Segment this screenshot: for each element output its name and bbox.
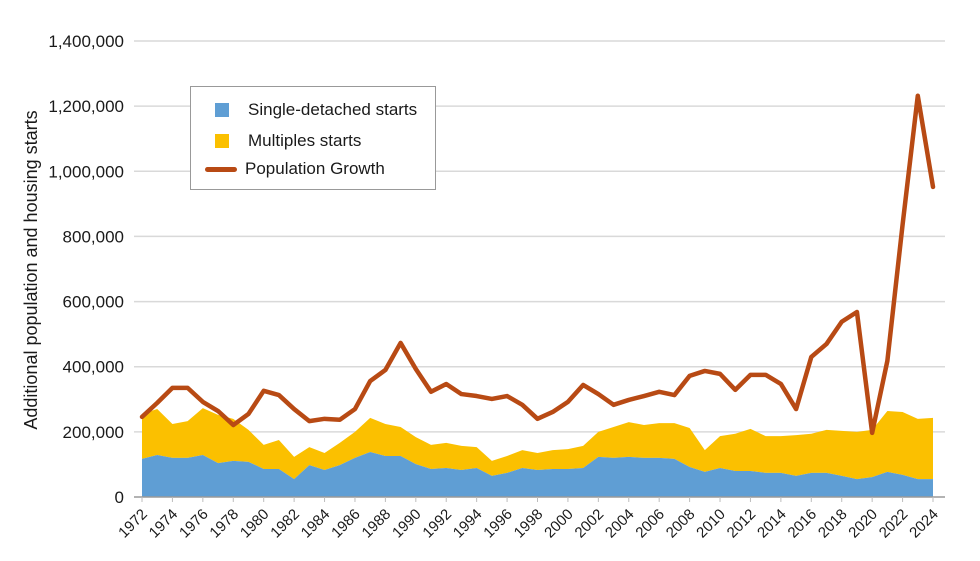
single-detached-swatch-icon bbox=[215, 103, 229, 117]
x-tick-label: 1984 bbox=[298, 506, 334, 542]
x-tick-label: 1998 bbox=[511, 506, 547, 542]
multiples-starts-area bbox=[142, 408, 933, 480]
x-tick-label: 2008 bbox=[663, 506, 699, 542]
stacked-areas bbox=[142, 408, 933, 497]
x-tick-label: 2022 bbox=[876, 506, 912, 542]
population-growth-line-icon bbox=[205, 166, 237, 172]
x-tick-label: 1990 bbox=[389, 506, 425, 542]
y-tick-label: 600,000 bbox=[63, 293, 124, 312]
legend-label: Single-detached starts bbox=[248, 100, 418, 119]
legend-item-population-growth: Population Growth bbox=[191, 159, 385, 179]
multiples-swatch-icon bbox=[215, 134, 229, 148]
x-tick-label: 2002 bbox=[572, 506, 608, 542]
x-tick-label: 2020 bbox=[845, 506, 881, 542]
x-tick-label: 1980 bbox=[237, 506, 273, 542]
single-detached-starts-area bbox=[142, 452, 933, 497]
y-axis-ticks: 0 200,000 400,000 600,000 800,000 1,000,000 1,… bbox=[48, 32, 124, 507]
population-line-group bbox=[139, 93, 936, 436]
y-tick-label: 0 bbox=[115, 488, 124, 507]
x-tick-label: 1972 bbox=[115, 506, 151, 542]
x-tick-label: 2018 bbox=[815, 506, 851, 542]
legend-label: Population Growth bbox=[245, 159, 385, 178]
x-tick-label: 1994 bbox=[450, 506, 486, 542]
x-tick-label: 2024 bbox=[906, 506, 942, 542]
x-tick-label: 2012 bbox=[724, 506, 760, 542]
y-tick-label: 1,000,000 bbox=[48, 162, 124, 181]
y-tick-label: 800,000 bbox=[63, 227, 124, 246]
y-tick-label: 400,000 bbox=[63, 358, 124, 377]
y-axis-title: Additional population and housing starts bbox=[21, 110, 41, 429]
x-tick-label: 1974 bbox=[146, 506, 182, 542]
legend-label: Multiples starts bbox=[248, 131, 362, 150]
x-tick-label: 1982 bbox=[267, 506, 303, 542]
x-tick-label: 2006 bbox=[632, 506, 668, 542]
x-tick-label: 1986 bbox=[328, 506, 364, 542]
population-growth-line bbox=[139, 93, 936, 436]
y-tick-label: 200,000 bbox=[63, 423, 124, 442]
x-tick-label: 2000 bbox=[541, 506, 577, 542]
x-axis-ticks: 1972197419761978198019821984198619881990… bbox=[115, 497, 942, 541]
x-tick-label: 1996 bbox=[480, 506, 516, 542]
x-tick-label: 1992 bbox=[419, 506, 455, 542]
x-tick-label: 2014 bbox=[754, 506, 790, 542]
x-tick-label: 1976 bbox=[176, 506, 212, 542]
legend: Single-detached starts Multiples starts … bbox=[190, 86, 436, 190]
x-tick-label: 2010 bbox=[693, 506, 729, 542]
y-tick-label: 1,200,000 bbox=[48, 97, 124, 116]
x-tick-label: 2016 bbox=[785, 506, 821, 542]
x-tick-label: 1988 bbox=[359, 506, 395, 542]
x-tick-label: 1978 bbox=[206, 506, 242, 542]
y-tick-label: 1,400,000 bbox=[48, 32, 124, 51]
legend-item-single-detached: Single-detached starts bbox=[191, 100, 417, 120]
legend-item-multiples: Multiples starts bbox=[191, 131, 361, 151]
x-tick-label: 2004 bbox=[602, 506, 638, 542]
